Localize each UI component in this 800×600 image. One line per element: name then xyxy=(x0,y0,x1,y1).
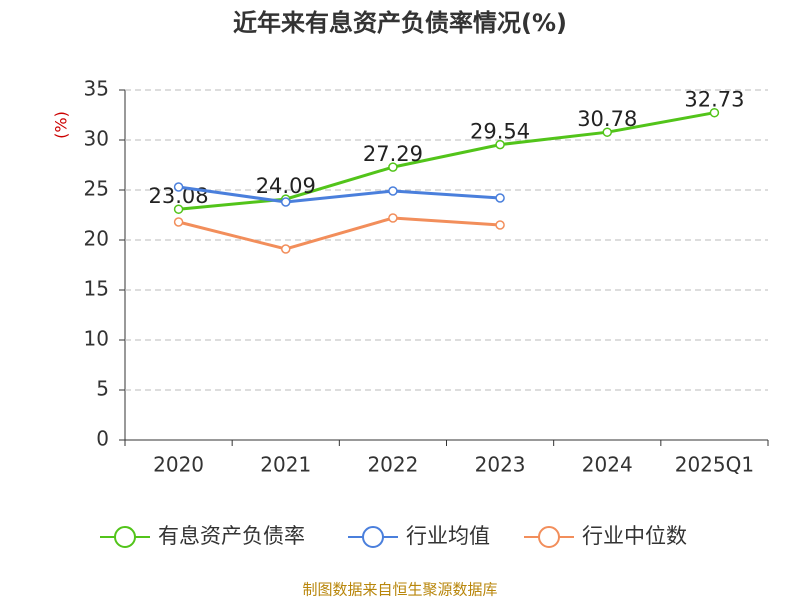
data-point xyxy=(388,186,398,196)
data-point xyxy=(281,197,291,207)
source-note: 制图数据来自恒生聚源数据库 xyxy=(302,581,497,599)
series-line xyxy=(178,185,501,204)
data-point xyxy=(173,204,184,214)
chart-title: 近年来有息资产负债率情况(%) xyxy=(233,9,567,37)
y-tick-label: 35 xyxy=(84,77,109,101)
x-tick-label: 2022 xyxy=(367,453,418,477)
x-tick-label: 2020 xyxy=(153,453,204,477)
data-label: 24.09 xyxy=(256,174,316,198)
data-point xyxy=(495,139,505,150)
data-point xyxy=(173,182,184,192)
legend-marker xyxy=(362,526,384,548)
x-tick-label: 2023 xyxy=(475,453,526,477)
data-point xyxy=(495,193,505,203)
data-point xyxy=(388,213,398,223)
data-label: 32.73 xyxy=(684,88,744,112)
legend-label: 有息资产负债率 xyxy=(158,524,305,548)
data-point xyxy=(281,244,291,254)
legend-label: 行业中位数 xyxy=(582,524,687,548)
y-axis-label: (%) xyxy=(52,111,71,139)
legend-marker xyxy=(538,526,560,548)
data-label: 30.78 xyxy=(577,107,637,131)
y-tick-label: 0 xyxy=(96,427,109,451)
series-line xyxy=(178,216,501,251)
y-tick-label: 10 xyxy=(84,327,109,351)
legend-label: 行业均值 xyxy=(406,524,490,548)
data-point xyxy=(173,217,184,227)
x-tick-label: 2025Q1 xyxy=(675,453,754,477)
data-label: 27.29 xyxy=(363,142,423,166)
y-tick-label: 15 xyxy=(84,277,109,301)
data-point xyxy=(388,162,398,172)
y-tick-label: 25 xyxy=(84,177,109,201)
x-tick-label: 2024 xyxy=(582,453,633,477)
data-point xyxy=(495,220,505,230)
x-tick-label: 2021 xyxy=(260,453,311,477)
data-point xyxy=(709,107,720,118)
y-tick-label: 20 xyxy=(84,227,109,251)
data-point xyxy=(602,127,612,137)
data-label: 29.54 xyxy=(470,120,530,144)
y-tick-label: 5 xyxy=(96,377,109,401)
legend-marker xyxy=(114,526,136,548)
y-tick-label: 30 xyxy=(84,127,109,151)
